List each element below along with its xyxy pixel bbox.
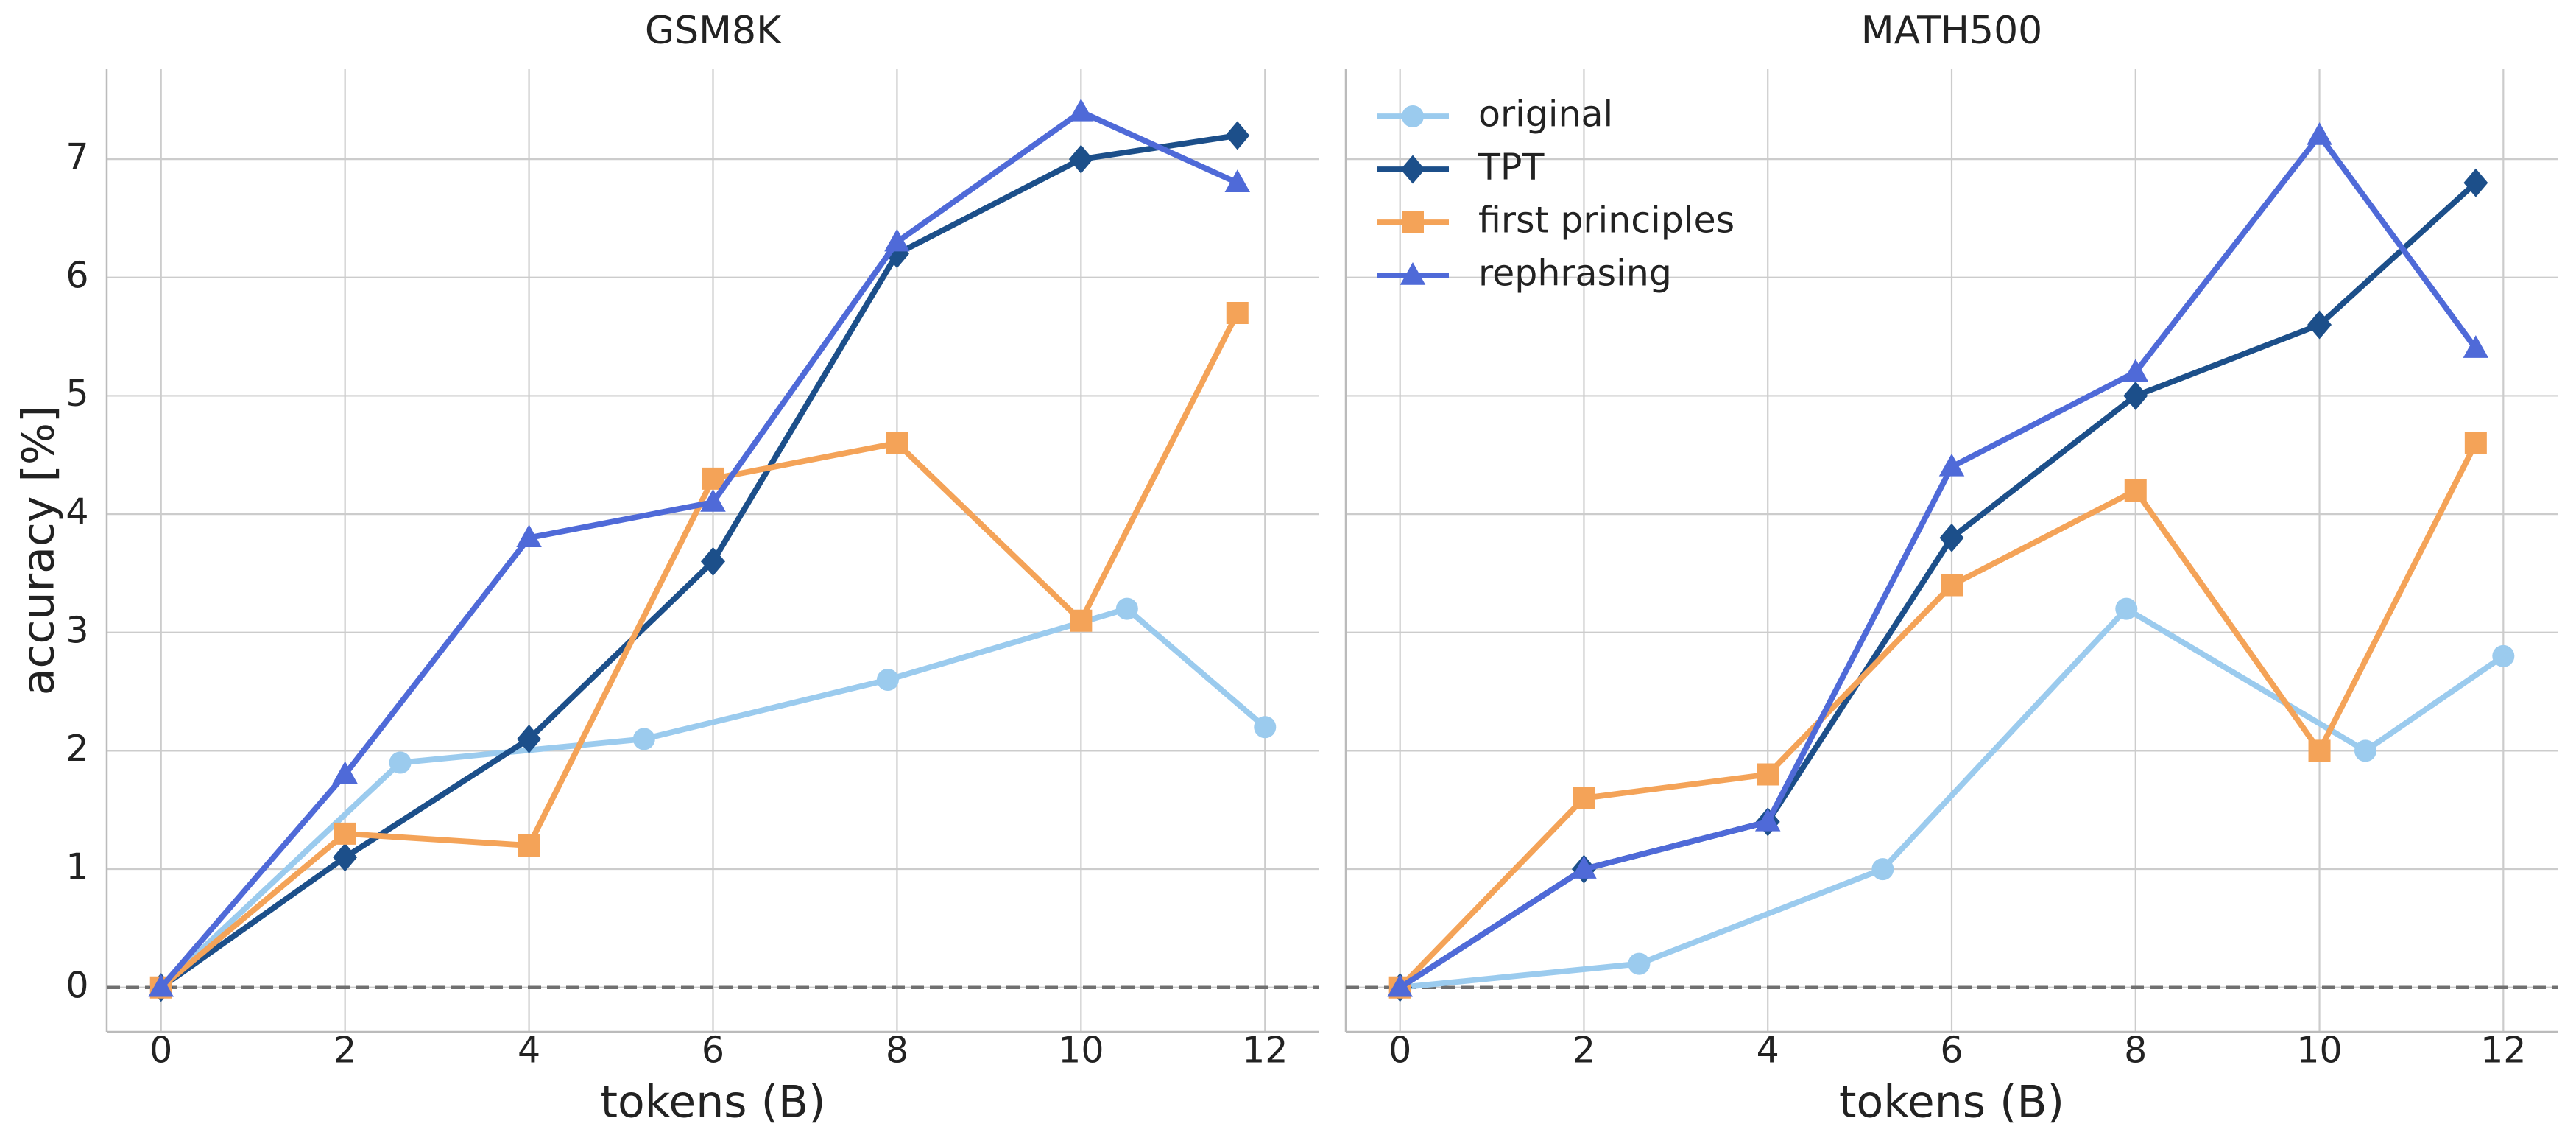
marker	[1068, 98, 1094, 122]
marker	[516, 524, 542, 547]
marker	[1400, 262, 1426, 285]
y-tick-label: 2	[66, 728, 88, 770]
x-tick-label: 2	[334, 1030, 356, 1072]
marker	[1871, 858, 1894, 881]
marker	[148, 974, 174, 997]
marker	[2115, 597, 2138, 620]
y-tick-label: 4	[66, 491, 88, 533]
marker	[2464, 432, 2487, 454]
x-axis-label: tokens (B)	[1839, 1077, 2064, 1128]
marker	[334, 822, 356, 845]
series	[149, 121, 1250, 1002]
marker	[1939, 523, 1964, 552]
y-tick-label: 1	[66, 846, 88, 888]
marker	[1571, 856, 1597, 879]
marker	[1387, 974, 1413, 997]
marker	[1225, 121, 1250, 150]
x-tick-label: 0	[1388, 1030, 1411, 1072]
marker	[1400, 155, 1425, 184]
series-line	[159, 312, 1241, 990]
marker	[2308, 739, 2331, 762]
marker	[1068, 144, 1093, 174]
y-tick-label: 0	[66, 964, 88, 1006]
legend-label: first principles	[1478, 200, 1735, 242]
x-tick-label: 12	[1242, 1030, 1288, 1072]
series-line	[1398, 180, 2478, 991]
series-line	[1400, 605, 2505, 991]
y-tick-label: 5	[66, 373, 88, 415]
y-axis-label: accuracy [%]	[13, 406, 65, 696]
x-tick-label: 6	[1940, 1030, 1963, 1072]
marker	[517, 724, 542, 753]
x-tick-label: 10	[2296, 1030, 2342, 1072]
legend-label: rephrasing	[1478, 253, 1672, 295]
x-tick-label: 8	[2124, 1030, 2147, 1072]
x-tick-label: 4	[1757, 1030, 1779, 1072]
series-line	[1397, 441, 2479, 990]
marker	[2463, 168, 2488, 197]
chart-title: MATH500	[1861, 9, 2043, 53]
marker	[1115, 597, 1138, 620]
series	[149, 301, 1249, 999]
marker	[1226, 301, 1249, 324]
marker	[1573, 787, 1595, 809]
x-tick-label: 0	[149, 1030, 172, 1072]
series	[1387, 122, 2489, 997]
x-tick-label: 10	[1058, 1030, 1104, 1072]
marker	[2307, 310, 2332, 340]
marker	[1070, 609, 1093, 632]
x-tick-label: 2	[1573, 1030, 1595, 1072]
marker	[1628, 952, 1651, 975]
marker	[518, 834, 540, 857]
series-line	[159, 605, 1267, 990]
legend-label: original	[1478, 94, 1613, 136]
marker	[2122, 359, 2149, 382]
marker	[2492, 644, 2515, 667]
series-line	[159, 133, 1238, 990]
y-tick-label: 3	[66, 609, 88, 651]
x-tick-label: 12	[2480, 1030, 2526, 1072]
legend-label: TPT	[1478, 147, 1545, 189]
y-tick-label: 6	[66, 254, 88, 296]
marker	[884, 228, 910, 252]
marker	[389, 751, 412, 774]
marker	[886, 432, 908, 454]
marker	[1754, 808, 1781, 832]
x-axis-label: tokens (B)	[600, 1077, 825, 1128]
series	[148, 98, 1251, 997]
marker	[702, 467, 724, 490]
marker	[1254, 716, 1277, 739]
marker	[1224, 169, 1251, 192]
y-tick-label: 7	[66, 136, 88, 178]
marker	[333, 843, 358, 872]
marker	[2123, 381, 2148, 410]
marker	[1941, 574, 1963, 597]
series	[1388, 597, 2515, 999]
x-tick-label: 4	[518, 1030, 540, 1072]
x-tick-label: 8	[886, 1030, 908, 1072]
marker	[2307, 122, 2332, 145]
marker	[876, 669, 899, 692]
axes: 0 2 4 6 8 10 12	[1344, 69, 2558, 1072]
marker	[2124, 479, 2147, 502]
marker	[700, 489, 726, 512]
marker	[1402, 105, 1424, 127]
marker	[1757, 763, 1779, 786]
marker	[2354, 739, 2376, 762]
chart-title: GSM8K	[645, 9, 783, 53]
marker	[1402, 211, 1424, 233]
marker	[332, 761, 358, 784]
marker	[632, 728, 655, 750]
marker	[2463, 335, 2489, 358]
series	[1388, 432, 2487, 999]
marker	[1938, 453, 1965, 477]
x-tick-label: 6	[702, 1030, 724, 1072]
marker	[701, 546, 725, 576]
